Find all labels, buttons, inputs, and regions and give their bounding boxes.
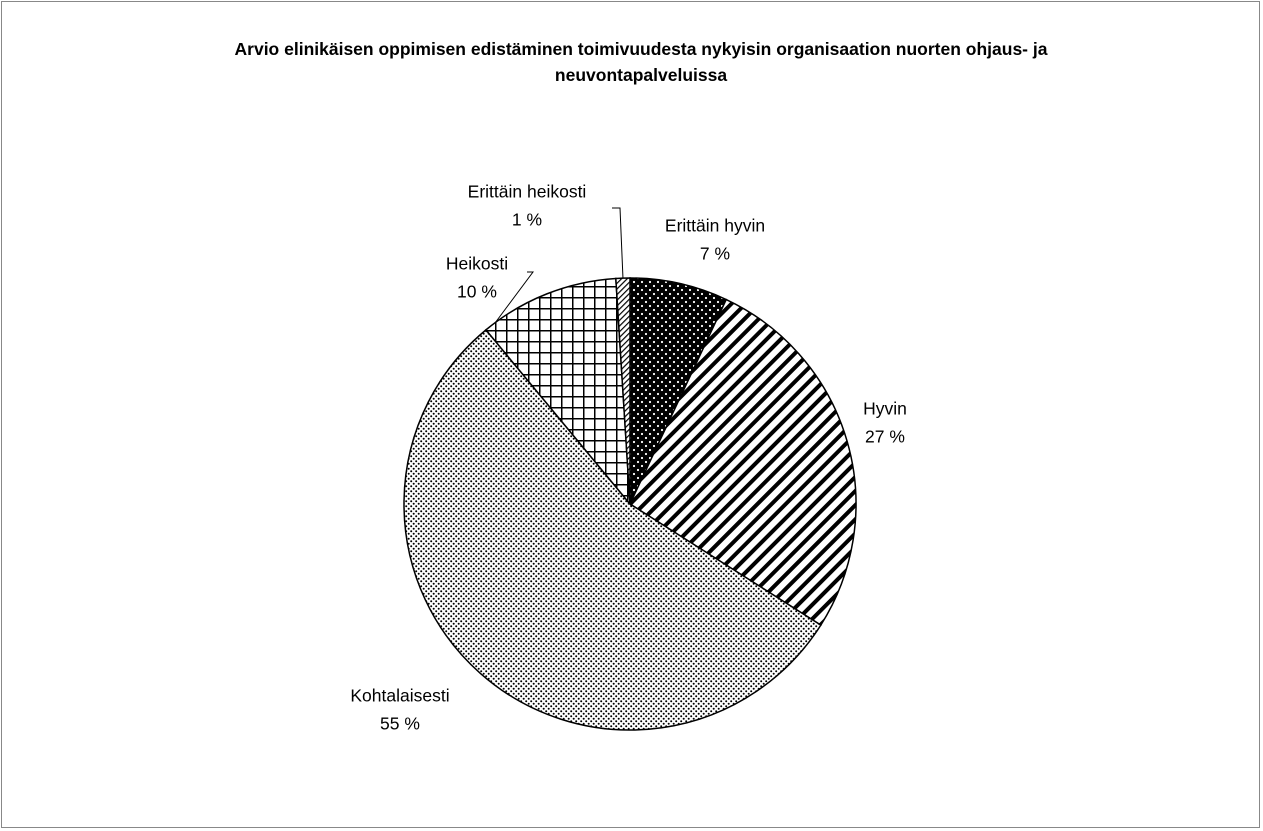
slice-value-label: 1 %: [512, 210, 542, 230]
slice-label: Erittäin heikosti: [468, 182, 587, 202]
slice-label: Kohtalaisesti: [350, 686, 449, 706]
slice-value-label: 10 %: [457, 282, 497, 302]
pie-slice: [484, 277, 631, 507]
pie-slice: [615, 277, 631, 505]
slice-label: Hyvin: [863, 399, 907, 419]
slice-value-label: 7 %: [700, 244, 730, 264]
pie-slice: [629, 298, 857, 627]
slice-value-label: 27 %: [865, 427, 905, 447]
leader-line: [494, 271, 534, 324]
pie-slice: [403, 328, 822, 731]
chart-title: Arvio elinikäisen oppimisen edistäminen …: [234, 39, 1048, 85]
slice-label: Erittäin hyvin: [665, 216, 765, 236]
leader-line: [612, 207, 624, 280]
slice-value-label: 55 %: [380, 714, 420, 734]
slice-label: Heikosti: [446, 254, 508, 274]
